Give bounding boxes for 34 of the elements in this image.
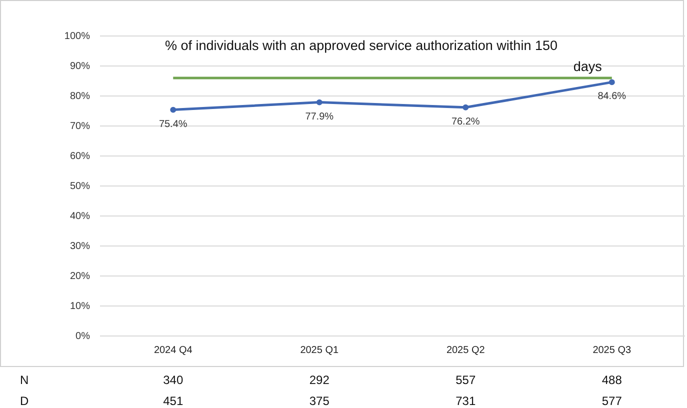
point — [462, 104, 469, 110]
x-tick-label: 2025 Q3 — [592, 345, 632, 356]
y-tick-label: 80% — [70, 91, 90, 102]
text: 488 — [602, 373, 622, 387]
y-tick-label: 100% — [64, 31, 90, 42]
y-tick-label: 10% — [70, 301, 90, 312]
y-tick-label: 90% — [70, 61, 90, 72]
text: 292 — [309, 373, 330, 387]
text: N — [20, 373, 29, 387]
y-tick-label: 40% — [70, 211, 90, 222]
data-label: 84.6% — [598, 91, 626, 102]
text: 577 — [602, 394, 622, 408]
point — [170, 106, 176, 113]
x-tick-label: 2024 Q4 — [154, 345, 193, 356]
data-label: 76.2% — [451, 116, 480, 128]
text: 731 — [456, 394, 476, 408]
y-tick-label: 50% — [70, 181, 90, 192]
y-tick-label: 30% — [70, 241, 90, 252]
y-tick-label: 20% — [70, 271, 90, 282]
point — [608, 79, 615, 86]
data-label: 75.4% — [158, 118, 188, 130]
y-tick-label: 60% — [70, 151, 90, 162]
y-tick-label: 70% — [70, 121, 90, 132]
chart-title: % of individuals with an approved service authorization within 150 days — [165, 38, 602, 74]
text: 340 — [163, 373, 184, 387]
x-tick-label: 2025 Q1 — [300, 345, 339, 356]
data-label: 77.9% — [305, 111, 334, 122]
point — [316, 99, 322, 106]
x-tick-label: 2025 Q2 — [446, 345, 486, 356]
y-tick-label: 0% — [76, 331, 90, 342]
text: 451 — [163, 394, 184, 408]
text: D — [20, 394, 29, 408]
text: 557 — [456, 373, 476, 387]
text: 375 — [309, 394, 330, 408]
